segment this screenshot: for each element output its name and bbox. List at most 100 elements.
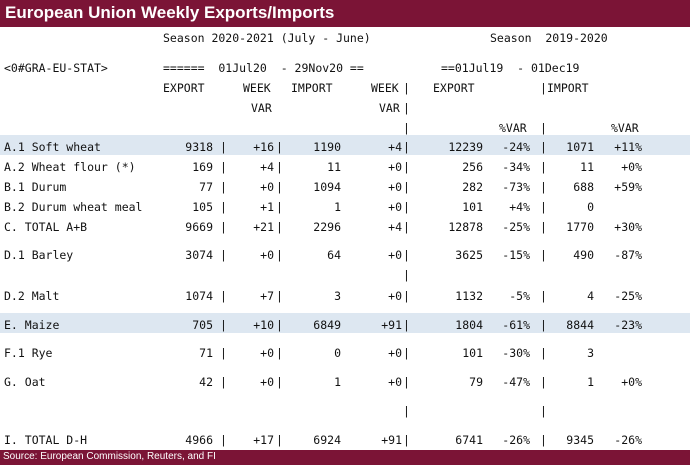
col-separator: | [403,404,410,418]
cell-export-pct: -26% [502,433,530,447]
cell-import: 2296 [313,220,341,234]
col-header-export: EXPORT [163,81,205,95]
col-separator: | [276,140,283,154]
col-separator: | [276,289,283,303]
cell-export-pct: -24% [502,140,530,154]
cell-week-var-import: +0 [388,248,402,262]
col-separator: | [220,289,227,303]
col-separator: | [540,404,547,418]
cell-week-var: +17 [253,433,274,447]
cell-export: 105 [192,200,213,214]
col-separator: | [540,160,547,174]
cell-import: 1 [334,375,341,389]
row-label: B.1 Durum [4,180,67,194]
cell-import: 64 [327,248,341,262]
cell-export-pct: -34% [502,160,530,174]
row-highlight-maize [0,313,690,333]
col-separator: | [276,433,283,447]
row-label: A.2 Wheat flour (*) [4,160,136,174]
cell-export-prior: 79 [469,375,483,389]
cell-import-pct: -26% [614,433,642,447]
row-label: C. TOTAL A+B [4,220,88,234]
cell-import-pct: +0% [621,375,642,389]
cell-export-prior: 101 [462,200,483,214]
col-separator: | [403,220,410,234]
col-separator: | [403,433,410,447]
cell-week-var-import: +0 [388,289,402,303]
col-separator: | [220,140,227,154]
cell-week-var-import: +0 [388,160,402,174]
cell-export-pct: -25% [502,220,530,234]
cell-week-var: +10 [253,318,274,332]
cell-export: 9318 [185,140,213,154]
cell-export-prior: 101 [462,346,483,360]
col-separator: | [540,248,547,262]
cell-import: 1 [334,200,341,214]
cell-import-prior: 688 [573,180,594,194]
cell-import-prior: 1770 [566,220,594,234]
cell-week-var: +16 [253,140,274,154]
cell-export-pct: -61% [502,318,530,332]
cell-import-prior: 490 [573,248,594,262]
col-header-pct-var-import: %VAR [611,121,639,135]
row-highlight-soft-wheat [0,135,690,155]
cell-import-pct: -25% [614,289,642,303]
col-separator: | [276,318,283,332]
cell-export: 169 [192,160,213,174]
col-separator: | [540,200,547,214]
cell-import: 11 [327,160,341,174]
col-separator: | [403,248,410,262]
cell-export: 42 [199,375,213,389]
col-separator: | [403,375,410,389]
col-separator: | [220,180,227,194]
cell-week-var-import: +91 [381,433,402,447]
title-bar: European Union Weekly Exports/Imports [0,0,690,27]
cell-import-prior: 8844 [566,318,594,332]
cell-export: 4966 [185,433,213,447]
row-label: D.1 Barley [4,248,74,262]
cell-import-pct: +59% [614,180,642,194]
cell-export-pct: -5% [509,289,530,303]
cell-import-prior: 11 [580,160,594,174]
season-prior-label: Season 2019-2020 [490,31,608,45]
period-current: ====== 01Jul20 - 29Nov20 == [163,61,364,75]
cell-import-pct: -23% [614,318,642,332]
col-separator: | [403,268,410,282]
col-separator: | [276,248,283,262]
col-separator: | [276,346,283,360]
row-label: E. Maize [4,318,60,332]
cell-week-var-import: +0 [388,375,402,389]
cell-export: 1074 [185,289,213,303]
col-separator: | [403,160,410,174]
cell-import-pct: +0% [621,160,642,174]
cell-import-prior: 4 [587,289,594,303]
cell-export-prior: 282 [462,180,483,194]
col-separator: | [220,200,227,214]
source-note: Source: European Commission, Reuters, an… [3,451,216,462]
cell-import-prior: 0 [587,200,594,214]
cell-import-prior: 9345 [566,433,594,447]
cell-export-prior: 12878 [448,220,483,234]
col-separator: | [276,375,283,389]
cell-import: 0 [334,346,341,360]
cell-import-prior: 3 [587,346,594,360]
row-label: A.1 Soft wheat [4,140,101,154]
cell-week-var: +21 [253,220,274,234]
cell-import: 1190 [313,140,341,154]
col-separator: | [403,121,410,135]
cell-week-var-import: +4 [388,220,402,234]
row-label: D.2 Malt [4,289,60,303]
cell-export-pct: -73% [502,180,530,194]
col-header-import-prior: IMPORT [547,81,589,95]
col-separator: | [403,180,410,194]
col-separator: | [540,121,547,135]
cell-export-prior: 256 [462,160,483,174]
col-header-import: IMPORT [291,81,333,95]
cell-week-var: +4 [260,160,274,174]
cell-import-pct: -87% [614,248,642,262]
col-separator: | [540,81,547,95]
cell-export-prior: 6741 [455,433,483,447]
cell-export-pct: -30% [502,346,530,360]
cell-week-var: +1 [260,200,274,214]
col-header-var: VAR [251,101,272,115]
